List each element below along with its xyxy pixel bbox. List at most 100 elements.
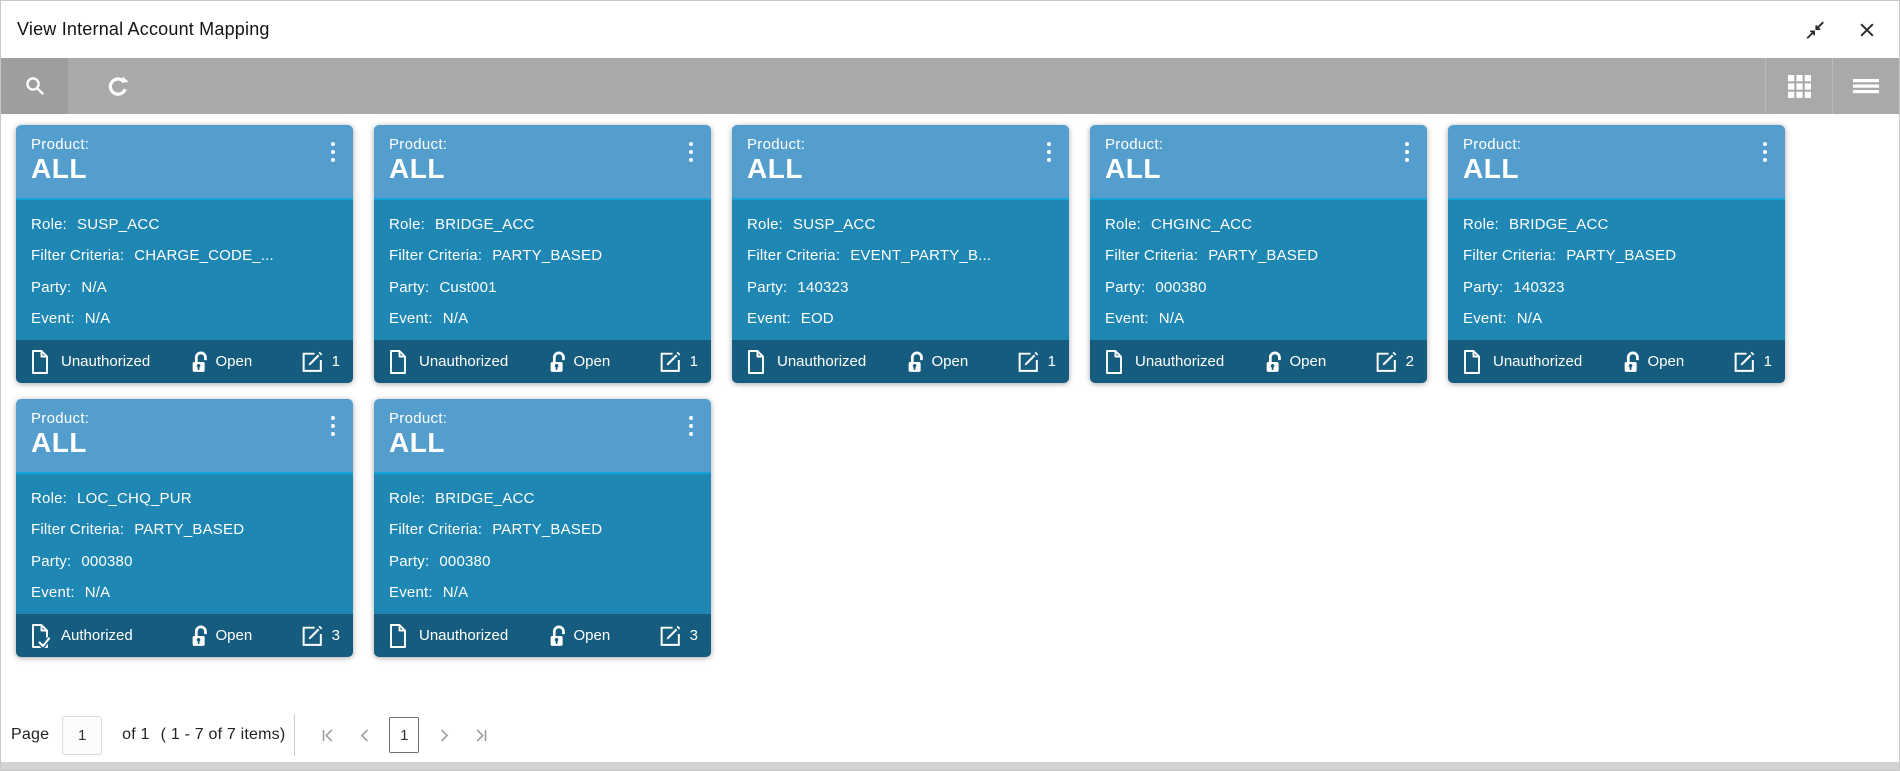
document-icon xyxy=(748,349,764,374)
open-lock-icon xyxy=(909,351,924,372)
card-field-role: Role: SUSP_ACC xyxy=(747,216,876,233)
product-value: ALL xyxy=(1105,153,1161,184)
card-header: Product: ALL xyxy=(374,125,711,198)
open-lock-icon xyxy=(193,351,208,372)
kebab-menu-button[interactable] xyxy=(1755,136,1775,176)
record-status-label: Open xyxy=(1647,353,1685,370)
open-lock-icon xyxy=(551,625,566,646)
card-field-filter-criteria: Filter Criteria: CHARGE_CODE_... xyxy=(31,247,274,265)
record-status: Open xyxy=(547,349,610,375)
open-lock-icon xyxy=(1267,351,1282,372)
card-footer: Unauthorized Open 1 xyxy=(1448,340,1785,383)
product-value: ALL xyxy=(31,427,87,458)
grid-view-button[interactable] xyxy=(1765,58,1832,114)
items-range-label: ( 1 - 7 of 7 items) xyxy=(160,726,286,743)
card-header-text: Product: ALL xyxy=(389,136,447,198)
edit-count: 3 xyxy=(300,623,340,648)
document-icon xyxy=(390,349,406,374)
product-label: Product: xyxy=(1463,136,1522,153)
pagination-bar: Page of 1 ( 1 - 7 of 7 items) 1 xyxy=(11,714,500,756)
page-number-input[interactable] xyxy=(62,715,103,755)
kebab-menu-button[interactable] xyxy=(1039,136,1059,176)
card-header-text: Product: ALL xyxy=(1463,136,1521,198)
card-field-party: Party: Cust001 xyxy=(389,278,497,296)
record-status: Open xyxy=(905,349,968,375)
card-divider xyxy=(1448,198,1785,200)
card-field-filter-criteria: Filter Criteria: PARTY_BASED xyxy=(1463,247,1677,265)
menu-icon xyxy=(1853,79,1879,94)
next-page-button[interactable] xyxy=(429,719,457,751)
close-button[interactable] xyxy=(1853,16,1881,44)
refresh-button[interactable] xyxy=(86,58,150,114)
record-status-label: Open xyxy=(215,353,253,370)
close-icon xyxy=(1860,22,1874,37)
product-value: ALL xyxy=(389,153,445,184)
card-body: Role: CHGINC_ACC Filter Criteria: PARTY_… xyxy=(1090,200,1427,340)
titlebar-actions xyxy=(1801,16,1881,44)
card-header-text: Product: ALL xyxy=(31,410,89,472)
card-body: Role: SUSP_ACC Filter Criteria: EVENT_PA… xyxy=(732,200,1069,340)
record-status-label: Open xyxy=(1289,353,1327,370)
product-value: ALL xyxy=(1463,153,1519,184)
product-label: Product: xyxy=(747,136,806,153)
card-header-text: Product: ALL xyxy=(747,136,805,198)
product-value: ALL xyxy=(747,153,803,184)
authorization-status: Unauthorized xyxy=(744,349,892,375)
edit-count-value: 1 xyxy=(689,353,698,370)
kebab-menu-icon xyxy=(689,142,693,146)
open-lock-icon xyxy=(551,351,566,372)
page-of-label: of 1 xyxy=(122,726,150,743)
authorization-status-label: Unauthorized xyxy=(419,627,509,644)
kebab-menu-icon xyxy=(331,142,335,146)
authorization-status-label: Unauthorized xyxy=(1493,353,1583,370)
collapse-button[interactable] xyxy=(1801,16,1829,44)
kebab-menu-button[interactable] xyxy=(323,410,343,450)
mapping-card: Product: ALL Role: SUSP_ACC Filter Crite… xyxy=(732,125,1069,383)
edit-count: 1 xyxy=(300,349,340,374)
card-field-event: Event: N/A xyxy=(31,583,111,601)
record-status: Open xyxy=(1621,349,1684,375)
edit-count: 1 xyxy=(1016,349,1056,374)
kebab-menu-button[interactable] xyxy=(323,136,343,176)
page-title: View Internal Account Mapping xyxy=(17,19,270,39)
kebab-menu-button[interactable] xyxy=(681,136,701,176)
card-divider xyxy=(374,198,711,200)
next-page-icon xyxy=(440,728,449,742)
document-icon xyxy=(1464,349,1480,374)
card-header-text: Product: ALL xyxy=(1105,136,1163,198)
edit-icon xyxy=(1734,351,1754,372)
last-page-button[interactable] xyxy=(467,719,495,751)
first-page-button[interactable] xyxy=(313,719,341,751)
prev-page-button[interactable] xyxy=(351,719,379,751)
last-page-icon xyxy=(476,728,487,742)
kebab-menu-button[interactable] xyxy=(681,410,701,450)
authorization-status-label: Unauthorized xyxy=(419,353,509,370)
card-field-role: Role: BRIDGE_ACC xyxy=(389,216,535,233)
mapping-card: Product: ALL Role: BRIDGE_ACC Filter Cri… xyxy=(374,125,711,383)
card-header: Product: ALL xyxy=(1090,125,1427,198)
card-divider xyxy=(16,472,353,474)
kebab-menu-button[interactable] xyxy=(1397,136,1417,176)
kebab-menu-icon xyxy=(1405,142,1409,146)
search-button[interactable] xyxy=(1,58,68,114)
mapping-card: Product: ALL Role: BRIDGE_ACC Filter Cri… xyxy=(374,399,711,657)
card-body: Role: BRIDGE_ACC Filter Criteria: PARTY_… xyxy=(1448,200,1785,340)
prev-page-icon xyxy=(360,728,368,742)
authorization-status-label: Unauthorized xyxy=(61,353,151,370)
current-page-button[interactable]: 1 xyxy=(389,717,420,753)
product-label: Product: xyxy=(31,410,90,427)
card-header: Product: ALL xyxy=(1448,125,1785,198)
document-icon xyxy=(1106,349,1122,374)
edit-count-value: 2 xyxy=(1405,353,1414,370)
authorization-status-label: Authorized xyxy=(61,627,133,644)
card-field-filter-criteria: Filter Criteria: EVENT_PARTY_B... xyxy=(747,247,992,265)
menu-button[interactable] xyxy=(1832,58,1899,114)
edit-count-value: 1 xyxy=(1763,353,1772,370)
record-status: Open xyxy=(189,349,252,375)
record-status-label: Open xyxy=(931,353,969,370)
kebab-menu-icon xyxy=(331,416,335,420)
card-footer: Unauthorized Open 3 xyxy=(374,614,711,657)
edit-count: 1 xyxy=(1732,349,1772,374)
card-divider xyxy=(732,198,1069,200)
